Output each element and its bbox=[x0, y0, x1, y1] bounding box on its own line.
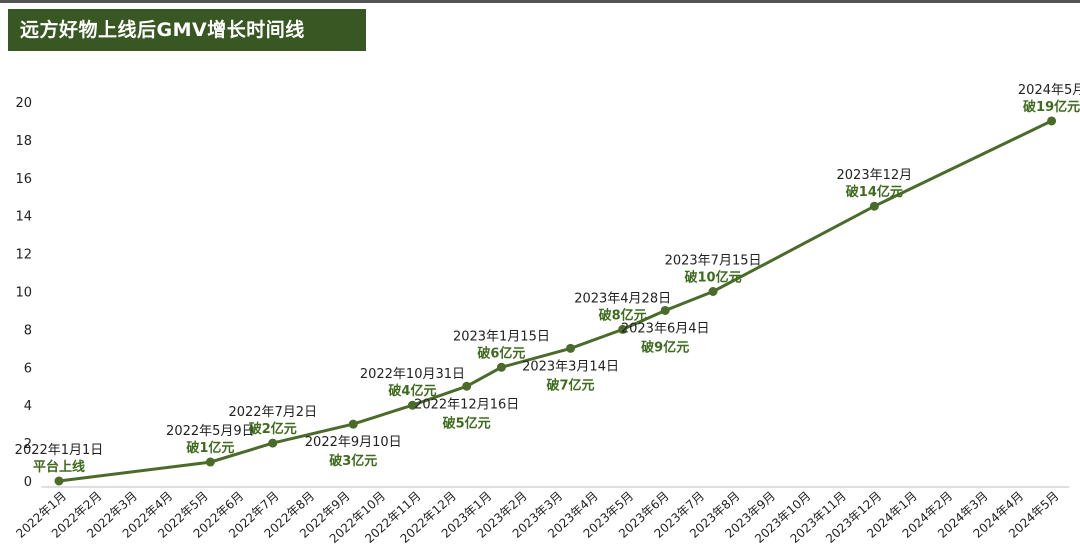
y-tick-label: 14 bbox=[15, 210, 32, 225]
annotation-value: 平台上线 bbox=[33, 459, 85, 475]
annotation-value: 破3亿元 bbox=[329, 453, 377, 469]
y-tick-label: 20 bbox=[15, 96, 32, 111]
data-point bbox=[708, 287, 718, 296]
data-point bbox=[348, 419, 358, 429]
data-point bbox=[462, 381, 472, 391]
data-point bbox=[496, 362, 506, 372]
data-point bbox=[268, 438, 278, 448]
data-point bbox=[407, 400, 417, 410]
annotation-date: 2024年5月 bbox=[1018, 83, 1080, 98]
y-tick-label: 6 bbox=[24, 361, 32, 376]
y-tick-label: 18 bbox=[15, 134, 32, 149]
data-point bbox=[54, 476, 64, 486]
y-tick-label: 16 bbox=[15, 172, 32, 187]
annotation-value: 破7亿元 bbox=[547, 377, 595, 393]
annotation-value: 破10亿元 bbox=[685, 270, 742, 286]
annotation-date: 2022年5月9日 bbox=[166, 424, 255, 439]
x-axis-ticks: 2022年1月2022年2月2022年3月2022年4月2022年5月2022年… bbox=[13, 489, 1061, 546]
annotation-value: 破2亿元 bbox=[249, 421, 297, 437]
chart-title: 远方好物上线后GMV增长时间线 bbox=[8, 9, 366, 51]
y-tick-label: 4 bbox=[24, 399, 32, 414]
annotation-value: 破19亿元 bbox=[1023, 99, 1080, 115]
annotation-value: 破5亿元 bbox=[443, 415, 491, 431]
annotation-value: 破14亿元 bbox=[846, 184, 903, 200]
data-point bbox=[869, 201, 879, 211]
annotation-date: 2022年9月10日 bbox=[305, 435, 402, 450]
annotation-date: 2022年10月31日 bbox=[360, 367, 465, 382]
data-points bbox=[54, 116, 1057, 486]
annotation-date: 2023年12月 bbox=[837, 168, 913, 183]
y-tick-label: 2 bbox=[24, 437, 32, 452]
annotation-date: 2022年7月2日 bbox=[228, 405, 317, 420]
annotation-value: 破9亿元 bbox=[641, 339, 689, 355]
data-point bbox=[660, 305, 670, 315]
annotation-date: 2022年1月1日 bbox=[15, 443, 104, 458]
data-point bbox=[205, 457, 215, 467]
annotation-value: 破4亿元 bbox=[388, 383, 436, 399]
y-tick-label: 12 bbox=[15, 248, 32, 263]
annotation-value: 破8亿元 bbox=[599, 307, 647, 323]
y-tick-label: 0 bbox=[24, 475, 32, 490]
annotation-date: 2022年12月16日 bbox=[414, 397, 519, 412]
annotation-value: 破1亿元 bbox=[186, 440, 234, 456]
annotation-date: 2023年6月4日 bbox=[621, 321, 710, 336]
annotation-date: 2023年3月14日 bbox=[522, 359, 619, 374]
data-point bbox=[618, 324, 628, 334]
data-point bbox=[1047, 116, 1057, 126]
top-border bbox=[0, 0, 1080, 3]
data-point bbox=[566, 343, 576, 353]
y-tick-label: 8 bbox=[24, 323, 32, 338]
annotation-date: 2023年4月28日 bbox=[574, 291, 671, 306]
annotation-date: 2023年1月15日 bbox=[453, 329, 550, 344]
annotation-date: 2023年7月15日 bbox=[665, 254, 762, 269]
annotation-value: 破6亿元 bbox=[477, 345, 525, 361]
y-axis-ticks: 0 2 4 6 8 10 12 14 16 18 20 bbox=[15, 96, 32, 490]
y-tick-label: 10 bbox=[15, 286, 32, 301]
